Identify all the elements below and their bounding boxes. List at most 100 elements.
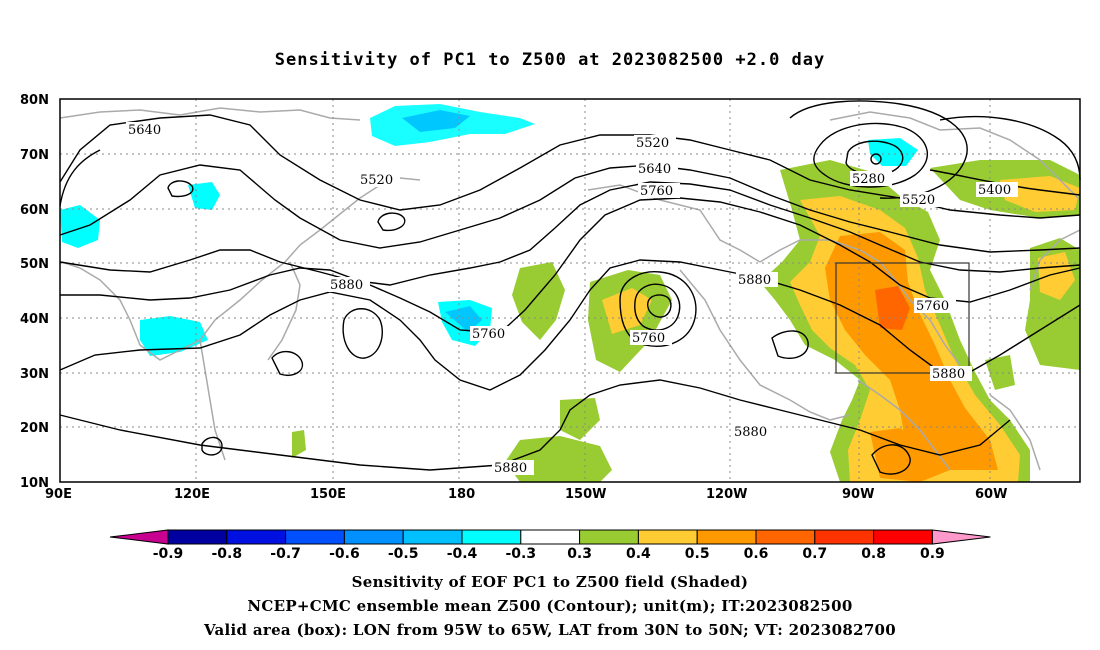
contour-label: 5640	[128, 123, 161, 138]
contour-label: 5280	[852, 172, 885, 187]
contour-label: 5520	[360, 173, 393, 188]
shade-negative	[868, 138, 918, 166]
contour-label: 5400	[978, 183, 1011, 198]
lon-label: 120E	[174, 487, 210, 502]
colorbar-tick-label: 0.7	[802, 546, 827, 562]
colorbar-arrow-low	[109, 529, 169, 545]
lat-label: 80N	[20, 93, 49, 108]
lat-label: 70N	[20, 148, 49, 163]
lat-label: 60N	[20, 203, 49, 218]
contour-label: 5880	[738, 273, 771, 288]
chart-title: Sensitivity of PC1 to Z500 at 2023082500…	[274, 50, 826, 70]
contour-label: 5640	[638, 162, 671, 177]
shade-positive-mid	[1038, 252, 1075, 300]
colorbar-tick-label: 0.9	[920, 546, 945, 562]
contour-label-bg	[492, 460, 534, 475]
colorbar-tick-label: -0.3	[505, 546, 536, 562]
contour-label: 5880	[932, 367, 965, 382]
shade-negative-core	[445, 306, 482, 332]
coastline-layer	[59, 107, 1081, 471]
colorbar-swatch	[285, 529, 345, 545]
colorbar-swatch	[343, 529, 404, 545]
contour-label-bg	[976, 182, 1018, 197]
colorbar-swatch	[167, 529, 228, 545]
shade-positive	[512, 262, 565, 340]
colorbar-swatch	[461, 529, 522, 545]
colorbar-swatch	[226, 529, 287, 545]
lat-label: 20N	[20, 421, 49, 436]
colorbar-swatch	[520, 529, 581, 545]
contour-label-bg	[470, 326, 512, 341]
valid-area-box	[835, 262, 970, 374]
colorbar-tick-label: 0.5	[685, 546, 710, 562]
latitude-labels: 80N 70N 60N 50N 40N 30N 20N 10N	[20, 93, 49, 491]
contour-label: 5760	[640, 184, 673, 199]
shade-negative	[60, 205, 100, 248]
contour-layer	[59, 100, 1081, 475]
colorbar-tick-label: 0.6	[744, 546, 769, 562]
lon-label: 150W	[565, 487, 606, 502]
contour-label-bg	[634, 135, 676, 150]
shade-negative	[140, 316, 208, 356]
colorbar-tick-label: -0.8	[211, 546, 242, 562]
colorbar: -0.9 -0.8 -0.7 -0.6 -0.5 -0.4 -0.3 0.3 0.4 0.5 0.6…	[109, 529, 991, 562]
contour-label: 5760	[472, 327, 505, 342]
colorbar-arrow-high	[931, 529, 991, 545]
contour-label: 5880	[330, 278, 363, 293]
contour-label: 5760	[916, 299, 949, 314]
lon-label: 180	[448, 487, 475, 502]
longitude-labels: 90E 120E 150E 180 150W 120W 90W 60W	[45, 487, 1007, 502]
shade-positive	[985, 355, 1015, 390]
contour-label-bg	[328, 277, 370, 292]
contour-label-bg	[900, 192, 942, 207]
shade-positive-peak	[875, 286, 910, 330]
caption-valid-area: Valid area (box): LON from 95W to 65W, L…	[203, 621, 897, 639]
contour-labels: 5640 5520 5520 5640 5760 5280 5520 5400 5880 5760…	[126, 122, 1018, 476]
contour-label: 5880	[734, 425, 767, 440]
colorbar-swatch	[755, 529, 816, 545]
colorbar-tick-label: 0.8	[861, 546, 886, 562]
caption-contour: NCEP+CMC ensemble mean Z500 (Contour); u…	[247, 597, 853, 615]
colorbar-tick-label: -0.5	[388, 546, 419, 562]
contour-label-bg	[850, 171, 892, 186]
colorbar-tick-label: -0.9	[153, 546, 184, 562]
caption-shaded: Sensitivity of EOF PC1 to Z500 field (Sh…	[351, 573, 749, 591]
contour-label-bg	[636, 161, 678, 176]
contour-label: 5880	[494, 461, 527, 476]
lon-label: 60W	[975, 487, 1007, 502]
shade-negative-core	[402, 110, 470, 132]
colorbar-swatch	[579, 529, 639, 545]
lat-label: 10N	[20, 476, 49, 491]
colorbar-tick-label: -0.4	[447, 546, 478, 562]
lon-label: 150E	[310, 487, 346, 502]
colorbar-tick-label: -0.6	[329, 546, 360, 562]
contour-label-bg	[930, 366, 972, 381]
contour-label-bg	[736, 272, 778, 287]
shade-positive	[292, 430, 306, 458]
colorbar-tick-label: 0.3	[567, 546, 592, 562]
contour-label-bg	[732, 424, 774, 439]
contour-label-bg	[638, 183, 680, 198]
contour-label: 5520	[636, 136, 669, 151]
shade-positive	[560, 398, 600, 440]
contour-label: 5760	[632, 331, 665, 346]
shade-positive-mid	[1000, 176, 1080, 212]
graticule	[60, 99, 1080, 482]
colorbar-swatch	[402, 529, 463, 545]
lat-label: 50N	[20, 257, 49, 272]
map-frame	[59, 98, 1081, 483]
colorbar-swatch	[696, 529, 757, 545]
colorbar-swatch	[873, 529, 933, 545]
colorbar-swatch	[637, 529, 698, 545]
lon-label: 120W	[706, 487, 747, 502]
lon-label: 90E	[45, 487, 72, 502]
contour-label: 5520	[902, 193, 935, 208]
colorbar-swatch	[814, 529, 875, 545]
colorbar-tick-label: 0.4	[626, 546, 651, 562]
colorbar-tick-label: -0.7	[270, 546, 301, 562]
lon-label: 90W	[842, 487, 874, 502]
contour-label-bg	[126, 122, 168, 137]
lat-label: 30N	[20, 367, 49, 382]
lat-label: 40N	[20, 312, 49, 327]
